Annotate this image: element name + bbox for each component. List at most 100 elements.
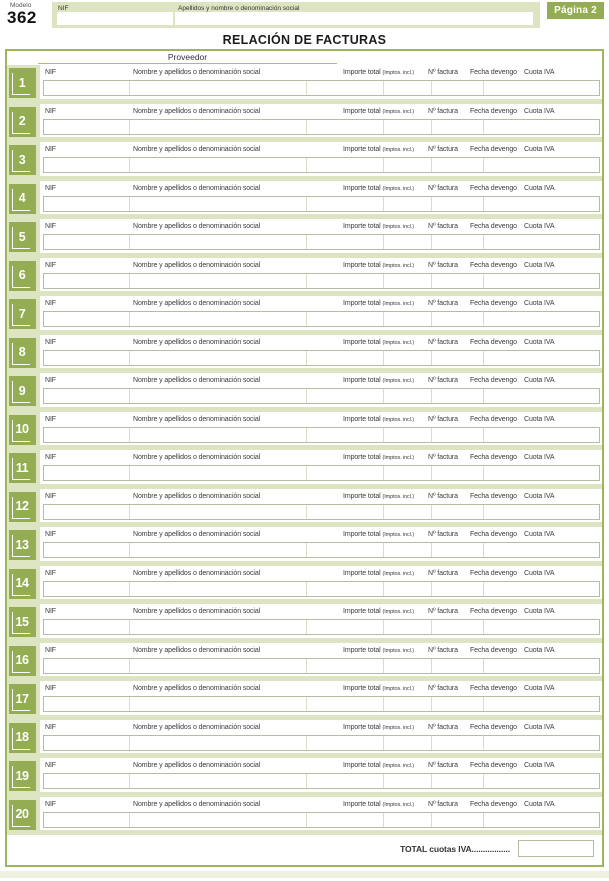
nombre-input[interactable] <box>130 196 307 211</box>
nombre-input[interactable] <box>130 543 307 557</box>
cuota-input[interactable] <box>484 504 599 519</box>
importe-input[interactable] <box>307 658 384 673</box>
fecha-input[interactable] <box>432 735 484 750</box>
nif-input[interactable] <box>44 581 130 596</box>
nif-input[interactable] <box>44 735 130 750</box>
fecha-input[interactable] <box>432 196 484 211</box>
header-apellidos-input[interactable] <box>175 12 533 25</box>
fecha-input[interactable] <box>432 427 484 442</box>
importe-input[interactable] <box>307 196 384 211</box>
header-nif-input[interactable] <box>57 12 173 25</box>
factura-input[interactable] <box>384 466 432 480</box>
fecha-input[interactable] <box>432 350 484 365</box>
cuota-input[interactable] <box>484 466 599 480</box>
cuota-input[interactable] <box>484 543 599 557</box>
nif-input[interactable] <box>44 543 130 557</box>
cuota-input[interactable] <box>484 735 599 750</box>
cuota-input[interactable] <box>484 81 599 95</box>
nif-input[interactable] <box>44 81 130 95</box>
cuota-input[interactable] <box>484 581 599 596</box>
factura-input[interactable] <box>384 350 432 365</box>
factura-input[interactable] <box>384 81 432 95</box>
nif-input[interactable] <box>44 158 130 172</box>
nombre-input[interactable] <box>130 119 307 134</box>
cuota-input[interactable] <box>484 196 599 211</box>
cuota-input[interactable] <box>484 774 599 788</box>
factura-input[interactable] <box>384 119 432 134</box>
cuota-input[interactable] <box>484 427 599 442</box>
fecha-input[interactable] <box>432 543 484 557</box>
factura-input[interactable] <box>384 389 432 403</box>
nombre-input[interactable] <box>130 466 307 480</box>
importe-input[interactable] <box>307 466 384 480</box>
cuota-input[interactable] <box>484 235 599 249</box>
nif-input[interactable] <box>44 196 130 211</box>
nif-input[interactable] <box>44 235 130 249</box>
factura-input[interactable] <box>384 158 432 172</box>
cuota-input[interactable] <box>484 350 599 365</box>
fecha-input[interactable] <box>432 466 484 480</box>
fecha-input[interactable] <box>432 658 484 673</box>
fecha-input[interactable] <box>432 812 484 827</box>
fecha-input[interactable] <box>432 81 484 95</box>
factura-input[interactable] <box>384 273 432 288</box>
nombre-input[interactable] <box>130 350 307 365</box>
factura-input[interactable] <box>384 196 432 211</box>
importe-input[interactable] <box>307 389 384 403</box>
fecha-input[interactable] <box>432 158 484 172</box>
nombre-input[interactable] <box>130 81 307 95</box>
factura-input[interactable] <box>384 735 432 750</box>
nif-input[interactable] <box>44 620 130 634</box>
importe-input[interactable] <box>307 81 384 95</box>
importe-input[interactable] <box>307 812 384 827</box>
fecha-input[interactable] <box>432 774 484 788</box>
fecha-input[interactable] <box>432 620 484 634</box>
fecha-input[interactable] <box>432 312 484 326</box>
importe-input[interactable] <box>307 158 384 172</box>
nif-input[interactable] <box>44 658 130 673</box>
importe-input[interactable] <box>307 119 384 134</box>
cuota-input[interactable] <box>484 697 599 711</box>
cuota-input[interactable] <box>484 389 599 403</box>
nombre-input[interactable] <box>130 774 307 788</box>
fecha-input[interactable] <box>432 581 484 596</box>
nombre-input[interactable] <box>130 312 307 326</box>
nombre-input[interactable] <box>130 697 307 711</box>
fecha-input[interactable] <box>432 235 484 249</box>
importe-input[interactable] <box>307 543 384 557</box>
factura-input[interactable] <box>384 543 432 557</box>
nombre-input[interactable] <box>130 235 307 249</box>
nif-input[interactable] <box>44 389 130 403</box>
importe-input[interactable] <box>307 504 384 519</box>
importe-input[interactable] <box>307 312 384 326</box>
importe-input[interactable] <box>307 735 384 750</box>
nombre-input[interactable] <box>130 504 307 519</box>
nombre-input[interactable] <box>130 427 307 442</box>
factura-input[interactable] <box>384 235 432 249</box>
nif-input[interactable] <box>44 774 130 788</box>
fecha-input[interactable] <box>432 273 484 288</box>
nif-input[interactable] <box>44 350 130 365</box>
nombre-input[interactable] <box>130 581 307 596</box>
nif-input[interactable] <box>44 119 130 134</box>
nombre-input[interactable] <box>130 389 307 403</box>
nombre-input[interactable] <box>130 735 307 750</box>
importe-input[interactable] <box>307 235 384 249</box>
factura-input[interactable] <box>384 812 432 827</box>
importe-input[interactable] <box>307 350 384 365</box>
total-cuotas-input[interactable] <box>518 840 594 857</box>
factura-input[interactable] <box>384 658 432 673</box>
nombre-input[interactable] <box>130 620 307 634</box>
nombre-input[interactable] <box>130 273 307 288</box>
factura-input[interactable] <box>384 312 432 326</box>
importe-input[interactable] <box>307 581 384 596</box>
nif-input[interactable] <box>44 812 130 827</box>
factura-input[interactable] <box>384 427 432 442</box>
factura-input[interactable] <box>384 620 432 634</box>
importe-input[interactable] <box>307 273 384 288</box>
fecha-input[interactable] <box>432 119 484 134</box>
cuota-input[interactable] <box>484 273 599 288</box>
importe-input[interactable] <box>307 620 384 634</box>
cuota-input[interactable] <box>484 119 599 134</box>
cuota-input[interactable] <box>484 658 599 673</box>
